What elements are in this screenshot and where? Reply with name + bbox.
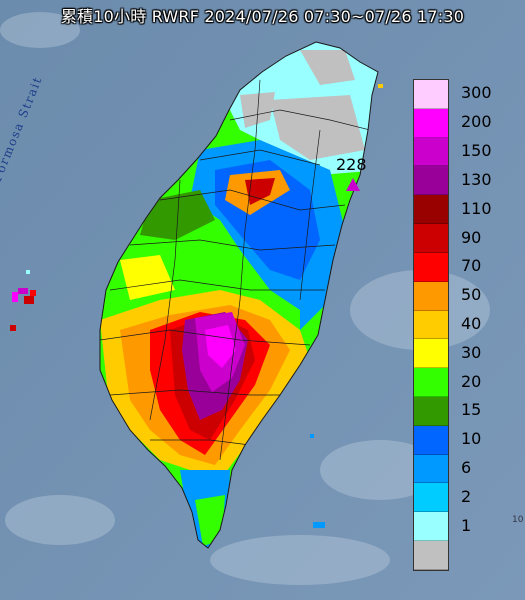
legend-label: 20 (461, 371, 482, 391)
legend-colorbar (413, 79, 449, 571)
legend-label: 40 (461, 314, 482, 333)
legend-label: 10 (461, 429, 482, 449)
legend-label: 2 (461, 486, 472, 506)
legend-swatch (414, 454, 448, 484)
legend-label: 300 (461, 83, 492, 103)
legend-label: 70 (461, 256, 482, 276)
green-island (310, 434, 325, 528)
legend-swatch (414, 195, 448, 225)
legend-swatch (414, 339, 448, 369)
legend-label: 1 (461, 515, 472, 535)
legend-swatch (414, 512, 448, 541)
cloud-texture (0, 12, 490, 585)
legend-swatch (414, 368, 448, 397)
legend-label: 110 (461, 198, 492, 218)
max-value-label: 228 (336, 155, 367, 174)
turtle-island (378, 84, 383, 88)
legend-swatch (414, 425, 448, 455)
county-boundaries (100, 79, 371, 461)
legend-swatch (414, 137, 448, 167)
legend-swatch (414, 483, 448, 513)
corner-text: 10 (512, 515, 524, 525)
legend-label: 200 (461, 112, 492, 132)
max-triangle-icon (346, 178, 360, 191)
legend-label: 30 (461, 342, 482, 362)
legend-swatch (414, 252, 448, 282)
legend-label: 6 (461, 458, 472, 478)
map-title: 累積10小時 RWRF 2024/07/26 07:30~07/26 17:30 (60, 7, 465, 26)
legend-label: 90 (461, 227, 482, 247)
legend-swatch (414, 396, 448, 426)
penghu-islands (10, 270, 36, 331)
legend-swatch (414, 224, 448, 253)
legend-swatch (414, 310, 448, 340)
legend-label: 50 (461, 285, 482, 305)
legend-label: 15 (461, 400, 482, 420)
legend-label: 150 (461, 141, 492, 161)
legend-swatch (414, 281, 448, 311)
legend-swatch (414, 541, 448, 570)
legend-swatch (414, 108, 448, 138)
island-outline (99, 41, 379, 549)
legend-label: 130 (461, 169, 492, 189)
legend-swatch (414, 80, 448, 109)
legend-swatch (414, 166, 448, 196)
